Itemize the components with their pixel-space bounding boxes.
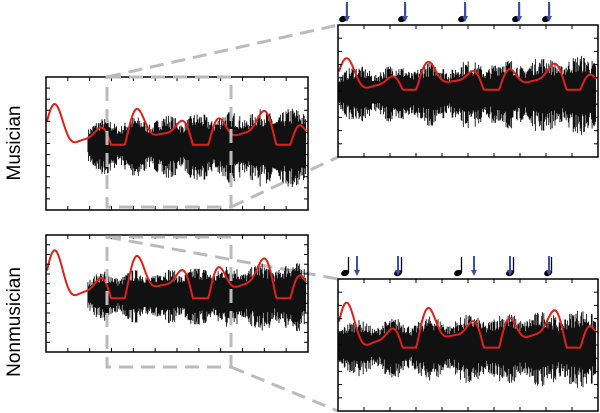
zoom-connector bbox=[230, 155, 339, 209]
beat-arrowhead bbox=[516, 16, 522, 22]
waveform bbox=[337, 55, 597, 135]
beat-arrowhead bbox=[354, 270, 360, 276]
waveform bbox=[337, 310, 597, 388]
envelope-curve bbox=[46, 102, 307, 146]
beat-arrowhead bbox=[471, 270, 477, 276]
envelope-curve bbox=[338, 57, 597, 91]
note-head bbox=[454, 269, 462, 277]
beat-arrowhead bbox=[546, 16, 552, 22]
beat-arrowhead bbox=[462, 16, 468, 22]
beat-arrowhead bbox=[507, 270, 513, 276]
zoom-connector bbox=[106, 23, 339, 79]
zoom-connector bbox=[230, 365, 339, 413]
beat-arrowhead bbox=[395, 270, 401, 276]
group-label: Nonmusician bbox=[4, 267, 25, 377]
zoom-box bbox=[105, 75, 233, 209]
beat-arrowhead bbox=[344, 16, 350, 22]
waveform bbox=[87, 108, 307, 187]
zoom-connector bbox=[106, 235, 339, 281]
beat-arrowhead bbox=[402, 16, 408, 22]
envelope-curve bbox=[338, 301, 597, 349]
beat-arrowhead bbox=[546, 270, 552, 276]
group-label: Musician bbox=[4, 106, 25, 181]
envelope-curve bbox=[46, 249, 307, 300]
note-head bbox=[341, 269, 349, 277]
zoom-box bbox=[105, 235, 233, 369]
